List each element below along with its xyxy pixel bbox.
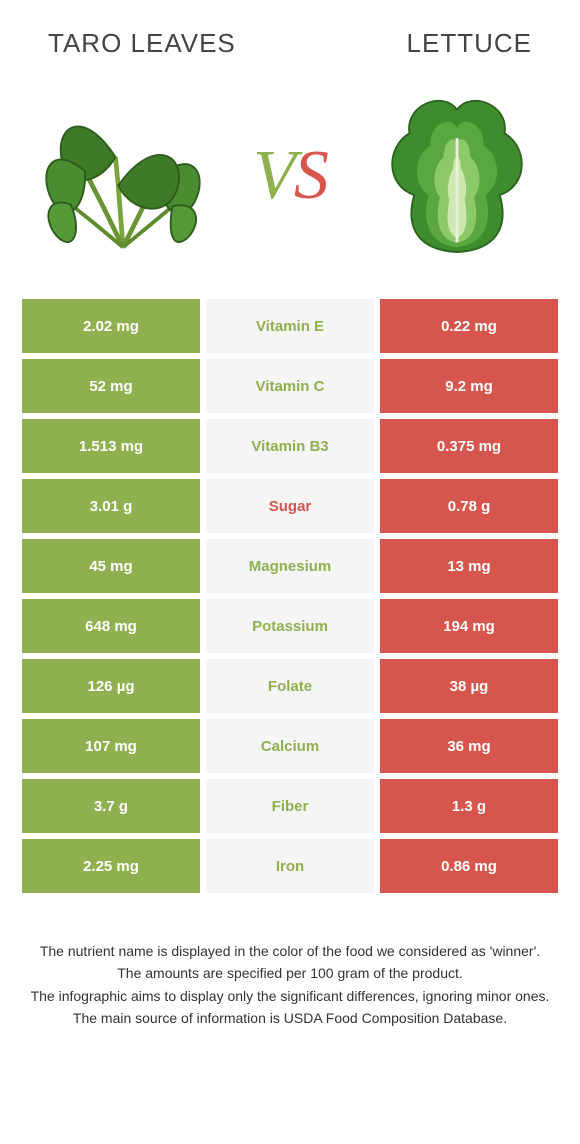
table-row: 648 mgPotassium194 mg: [22, 599, 558, 653]
nutrient-label-cell: Vitamin C: [206, 359, 374, 413]
right-value-cell: 0.22 mg: [380, 299, 558, 353]
right-value-cell: 1.3 g: [380, 779, 558, 833]
nutrient-label-cell: Iron: [206, 839, 374, 893]
right-value-cell: 38 µg: [380, 659, 558, 713]
left-value-cell: 3.01 g: [22, 479, 200, 533]
vs-label: VS: [253, 136, 327, 216]
left-value-cell: 126 µg: [22, 659, 200, 713]
left-value-cell: 107 mg: [22, 719, 200, 773]
footer-line-4: The main source of information is USDA F…: [30, 1008, 550, 1028]
footer-line-1: The nutrient name is displayed in the co…: [30, 941, 550, 961]
table-row: 107 mgCalcium36 mg: [22, 719, 558, 773]
nutrient-label-cell: Vitamin B3: [206, 419, 374, 473]
table-row: 1.513 mgVitamin B30.375 mg: [22, 419, 558, 473]
header: Taro leaves Lettuce: [0, 0, 580, 71]
right-value-cell: 0.375 mg: [380, 419, 558, 473]
right-value-cell: 194 mg: [380, 599, 558, 653]
nutrient-label-cell: Magnesium: [206, 539, 374, 593]
left-value-cell: 2.02 mg: [22, 299, 200, 353]
table-row: 126 µgFolate38 µg: [22, 659, 558, 713]
nutrient-label-cell: Calcium: [206, 719, 374, 773]
table-row: 2.02 mgVitamin E0.22 mg: [22, 299, 558, 353]
right-value-cell: 36 mg: [380, 719, 558, 773]
nutrient-label-cell: Fiber: [206, 779, 374, 833]
right-value-cell: 9.2 mg: [380, 359, 558, 413]
vs-s: S: [294, 137, 327, 214]
table-row: 3.7 gFiber1.3 g: [22, 779, 558, 833]
footer-line-2: The amounts are specified per 100 gram o…: [30, 963, 550, 983]
taro-leaves-image: [28, 81, 218, 271]
footer-notes: The nutrient name is displayed in the co…: [0, 893, 580, 1028]
right-value-cell: 13 mg: [380, 539, 558, 593]
right-food-title: Lettuce: [407, 28, 532, 59]
right-value-cell: 0.86 mg: [380, 839, 558, 893]
footer-line-3: The infographic aims to display only the…: [30, 986, 550, 1006]
left-value-cell: 52 mg: [22, 359, 200, 413]
table-row: 52 mgVitamin C9.2 mg: [22, 359, 558, 413]
left-value-cell: 1.513 mg: [22, 419, 200, 473]
nutrient-label-cell: Sugar: [206, 479, 374, 533]
vs-v: V: [253, 137, 294, 214]
left-value-cell: 648 mg: [22, 599, 200, 653]
table-row: 45 mgMagnesium13 mg: [22, 539, 558, 593]
left-food-title: Taro leaves: [48, 28, 236, 59]
left-value-cell: 2.25 mg: [22, 839, 200, 893]
left-value-cell: 3.7 g: [22, 779, 200, 833]
nutrient-label-cell: Potassium: [206, 599, 374, 653]
right-value-cell: 0.78 g: [380, 479, 558, 533]
comparison-table: 2.02 mgVitamin E0.22 mg 52 mgVitamin C9.2…: [0, 291, 580, 893]
table-row: 2.25 mgIron0.86 mg: [22, 839, 558, 893]
table-row: 3.01 gSugar0.78 g: [22, 479, 558, 533]
nutrient-label-cell: Folate: [206, 659, 374, 713]
nutrient-label-cell: Vitamin E: [206, 299, 374, 353]
left-value-cell: 45 mg: [22, 539, 200, 593]
lettuce-image: [362, 81, 552, 271]
images-row: VS: [0, 71, 580, 291]
